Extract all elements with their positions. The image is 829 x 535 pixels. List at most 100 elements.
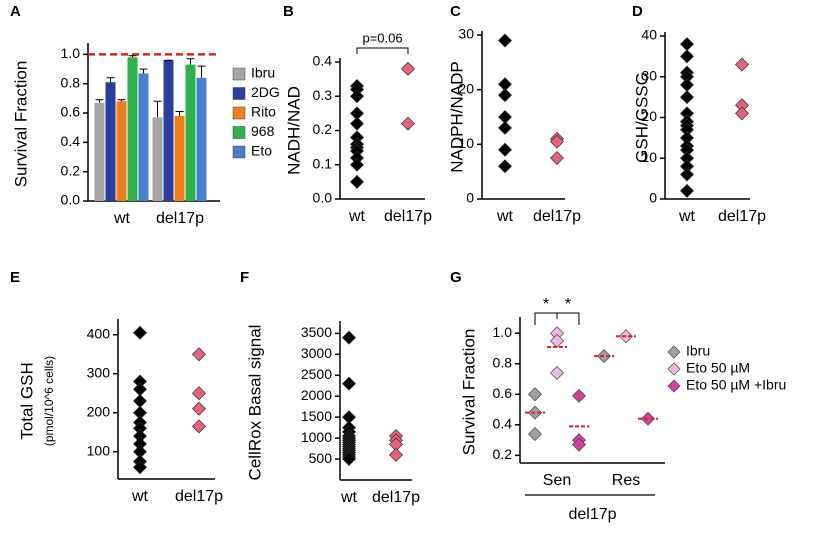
bar bbox=[105, 82, 116, 201]
bar bbox=[185, 64, 196, 201]
data-point bbox=[342, 330, 356, 345]
y-tick-label: 500 bbox=[309, 450, 333, 466]
y-tick-label: 0.8 bbox=[61, 74, 81, 90]
error-bar bbox=[95, 99, 104, 103]
y-tick-label: 0 bbox=[466, 190, 474, 206]
x-tick-label: wt bbox=[496, 208, 514, 225]
significance-bracket bbox=[356, 47, 409, 54]
error-bar bbox=[139, 68, 148, 74]
y-tick-label: 1500 bbox=[301, 408, 332, 424]
bar bbox=[138, 73, 149, 201]
significance-star: * bbox=[565, 296, 571, 313]
y-axis-label: CellRox Basal signal bbox=[245, 325, 264, 481]
legend-label: 2DG bbox=[251, 84, 280, 100]
x-tick-label: wt bbox=[113, 210, 131, 227]
legend-marker bbox=[667, 345, 681, 359]
bar bbox=[163, 60, 174, 202]
x-tick-label: del17p bbox=[533, 208, 581, 225]
y-axis-label: NADPH/NADP bbox=[447, 61, 466, 172]
bar bbox=[196, 77, 207, 201]
legend-swatch bbox=[232, 67, 246, 81]
error-bar bbox=[153, 100, 162, 118]
error-bar bbox=[106, 77, 115, 83]
y-tick-label: 3500 bbox=[301, 324, 332, 340]
y-tick-label: 0.1 bbox=[313, 155, 333, 171]
y-tick-label: 0 bbox=[649, 190, 657, 206]
data-point bbox=[735, 106, 749, 121]
error-bar bbox=[175, 111, 184, 116]
data-point bbox=[133, 382, 147, 397]
y-tick-label: 1000 bbox=[301, 429, 332, 445]
x-tick-label: Res bbox=[612, 472, 640, 489]
data-point bbox=[350, 157, 364, 172]
data-point bbox=[350, 116, 364, 131]
y-tick-label: 0.4 bbox=[493, 416, 513, 432]
legend-swatch bbox=[232, 126, 246, 139]
data-point bbox=[735, 57, 749, 72]
y-tick-label: 0.0 bbox=[313, 190, 333, 206]
legend-swatch bbox=[232, 145, 246, 159]
y-tick-label: 0.0 bbox=[61, 192, 81, 208]
data-point bbox=[528, 387, 542, 402]
y-tick-label: 2500 bbox=[301, 366, 332, 382]
panel-label: D bbox=[632, 3, 643, 20]
legend-swatch bbox=[232, 87, 246, 100]
legend-label: Eto 50 µM bbox=[686, 360, 750, 376]
x-tick-label: del17p bbox=[175, 488, 223, 505]
data-point bbox=[550, 151, 564, 165]
data-point bbox=[680, 90, 694, 105]
bar bbox=[94, 102, 105, 201]
data-point bbox=[680, 77, 694, 92]
data-point bbox=[192, 386, 206, 401]
error-bar bbox=[186, 58, 195, 65]
data-point bbox=[133, 460, 147, 475]
data-point bbox=[550, 365, 564, 380]
x-tick-label: Sen bbox=[543, 472, 571, 489]
legend-marker bbox=[667, 362, 681, 376]
data-point bbox=[133, 394, 147, 408]
y-axis-label: Survival Fraction bbox=[11, 61, 30, 188]
x-tick-label: wt bbox=[340, 489, 358, 506]
data-point bbox=[498, 33, 512, 48]
y-tick-label: 0.4 bbox=[313, 53, 333, 69]
data-point bbox=[401, 61, 415, 76]
legend-label: Rito bbox=[251, 104, 276, 120]
y-tick-label: 20 bbox=[458, 80, 474, 96]
data-point bbox=[498, 159, 512, 174]
legend-label: Ibru bbox=[686, 343, 710, 359]
y-tick-label: 100 bbox=[87, 442, 111, 458]
panel-label: C bbox=[450, 3, 461, 20]
x-tick-label: wt bbox=[348, 208, 366, 225]
y-axis-label: Total GSH bbox=[17, 362, 36, 439]
y-tick-label: 1.0 bbox=[61, 45, 81, 61]
y-axis-label: Survival Fraction bbox=[459, 329, 478, 456]
y-tick-label: 30 bbox=[641, 67, 657, 83]
data-point bbox=[680, 167, 694, 182]
y-tick-label: 2000 bbox=[301, 387, 332, 403]
y-tick-label: 3000 bbox=[301, 345, 332, 361]
data-point bbox=[192, 419, 206, 434]
y-tick-label: 0.8 bbox=[493, 354, 513, 370]
data-point bbox=[680, 183, 694, 198]
data-point bbox=[350, 174, 364, 189]
data-point bbox=[342, 376, 356, 391]
significance-star: * bbox=[543, 296, 549, 313]
bar bbox=[116, 101, 127, 201]
y-tick-label: 1.0 bbox=[493, 324, 513, 340]
legend-label: Eto bbox=[251, 143, 272, 159]
y-tick-label: 0.6 bbox=[493, 385, 513, 401]
data-point bbox=[192, 347, 206, 362]
significance-bracket bbox=[534, 312, 580, 325]
panel-label: A bbox=[10, 3, 21, 20]
error-bar bbox=[128, 55, 137, 58]
x-tick-label: del17p bbox=[384, 208, 432, 225]
error-bar bbox=[117, 99, 126, 102]
y-axis-units: (pmol/10^6 cells) bbox=[42, 356, 56, 446]
panel-label: E bbox=[10, 269, 20, 286]
bar bbox=[174, 115, 185, 201]
legend-label: 968 bbox=[251, 123, 275, 139]
data-point bbox=[498, 88, 512, 103]
x-tick-label: wt bbox=[131, 488, 149, 505]
data-point bbox=[401, 116, 415, 131]
